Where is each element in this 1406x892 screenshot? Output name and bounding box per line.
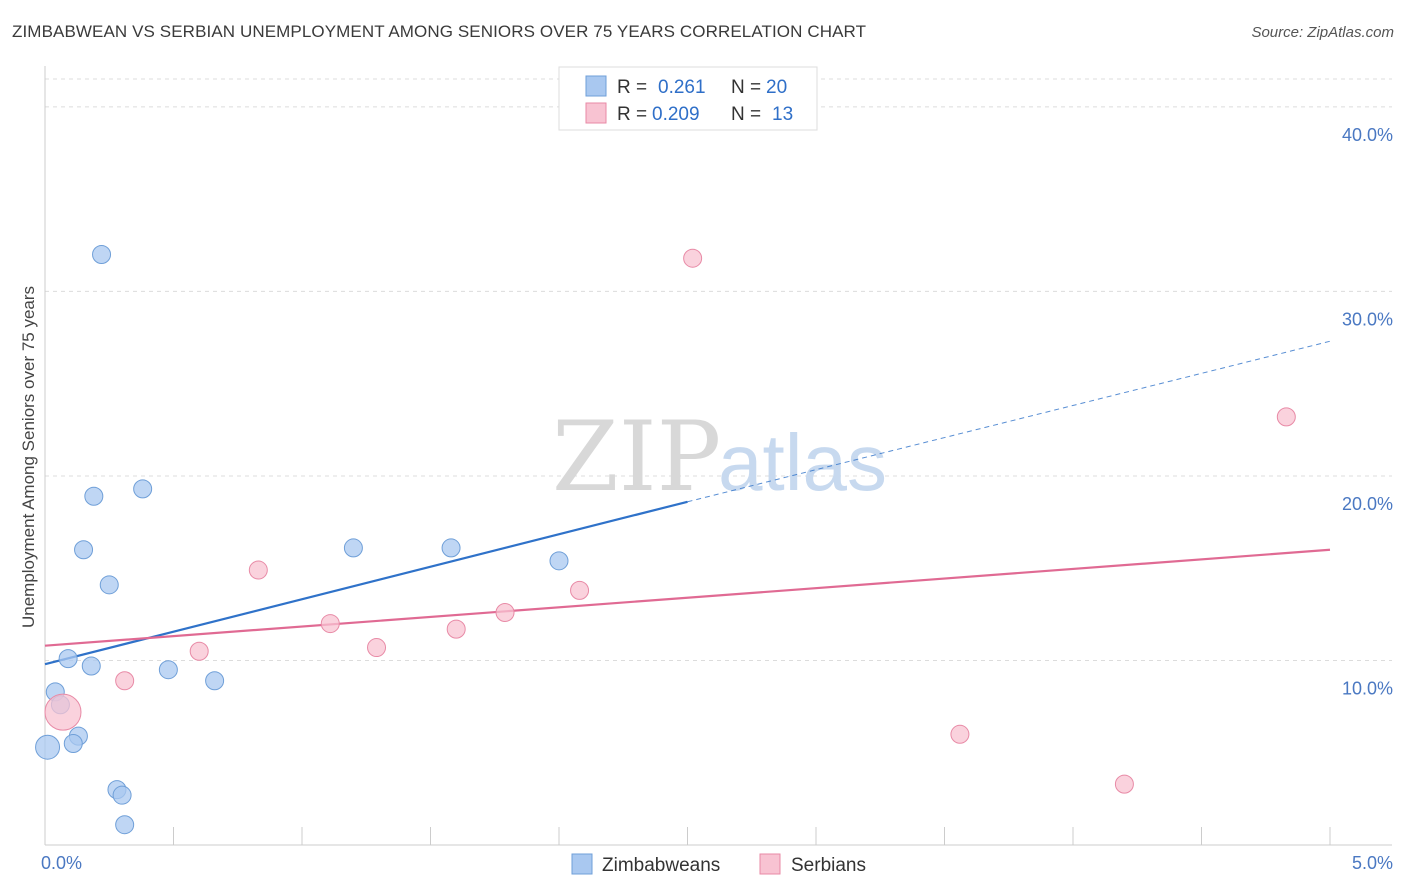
grid-lines	[45, 78, 1392, 661]
bottom-legend-swatch-serbians	[759, 853, 781, 875]
watermark-zip: ZIP	[552, 401, 721, 513]
bottom-legend-swatch-zimbabweans	[571, 853, 593, 875]
point-zimbabweans-11	[205, 671, 225, 691]
point-zimbabweans-0	[92, 245, 112, 265]
x-tick-label-1: 5.0%	[1352, 853, 1393, 873]
point-serbians-10	[44, 693, 82, 731]
y-tick-label-0: 10.0%	[1342, 678, 1393, 698]
watermark: ZIP atlas	[552, 401, 887, 513]
legend-r-label-1: R =	[617, 77, 647, 98]
point-zimbabweans-1	[84, 486, 104, 506]
point-zimbabweans-10	[158, 660, 178, 680]
trend-line-zimbabweans	[44, 500, 688, 666]
data-points	[35, 245, 1296, 835]
point-serbians-0	[683, 248, 703, 268]
legend-n-value-2: 13	[772, 104, 793, 125]
point-zimbabweans-6	[441, 538, 461, 558]
legend-box: R = 0.261 N = 20 R = 0.209 N = 13	[558, 66, 818, 131]
watermark-atlas: atlas	[718, 418, 887, 507]
point-serbians-7	[367, 638, 387, 658]
point-zimbabweans-16	[35, 734, 61, 760]
point-zimbabweans-5	[343, 538, 363, 558]
point-serbians-6	[446, 619, 466, 639]
x-tick-label-0: 0.0%	[41, 853, 82, 873]
chart-title: ZIMBABWEAN VS SERBIAN UNEMPLOYMENT AMONG…	[12, 22, 867, 41]
point-serbians-11	[950, 724, 970, 744]
point-serbians-5	[320, 614, 340, 634]
legend-swatch-zimbabweans	[585, 75, 607, 97]
legend-n-label-2: N =	[731, 104, 761, 125]
x-tick-labels: 0.0% 5.0%	[41, 853, 1393, 873]
legend-n-label-1: N =	[731, 77, 761, 98]
bottom-legend-serbians: Serbians	[791, 855, 866, 876]
y-tick-label-2: 30.0%	[1342, 309, 1393, 329]
y-tick-label-3: 40.0%	[1342, 125, 1393, 145]
legend-r-label-2: R =	[617, 104, 647, 125]
y-tick-label-1: 20.0%	[1342, 494, 1393, 514]
trend-lines	[44, 340, 1331, 666]
point-serbians-12	[1114, 774, 1134, 794]
point-serbians-2	[248, 560, 268, 580]
y-tick-labels: 10.0% 20.0% 30.0% 40.0%	[1342, 125, 1393, 699]
point-zimbabweans-2	[133, 479, 153, 499]
point-zimbabweans-15	[63, 734, 83, 754]
legend-swatch-serbians	[585, 102, 607, 124]
legend-r-value-2: 0.209	[652, 104, 700, 125]
legend-n-value-1: 20	[766, 77, 787, 98]
legend-r-value-1: 0.261	[658, 77, 706, 98]
point-zimbabweans-8	[58, 649, 78, 669]
point-zimbabweans-19	[115, 815, 135, 835]
source-credit: Source: ZipAtlas.com	[1251, 24, 1394, 41]
point-zimbabweans-18	[112, 785, 132, 805]
bottom-legend: Zimbabweans Serbians	[571, 853, 866, 876]
bottom-legend-zimbabweans: Zimbabweans	[602, 855, 720, 876]
point-zimbabweans-7	[549, 551, 569, 571]
point-serbians-4	[495, 603, 515, 622]
trend-line-extension-zimbabweans	[687, 340, 1331, 503]
point-serbians-9	[115, 671, 135, 691]
point-zimbabweans-3	[74, 540, 94, 560]
point-zimbabweans-4	[99, 575, 119, 595]
point-serbians-3	[570, 580, 590, 600]
y-axis-label: Unemployment Among Seniors over 75 years	[19, 286, 38, 628]
point-zimbabweans-9	[81, 656, 101, 676]
point-serbians-8	[189, 641, 209, 661]
trend-line-serbians	[44, 548, 1331, 647]
point-serbians-1	[1276, 407, 1296, 427]
